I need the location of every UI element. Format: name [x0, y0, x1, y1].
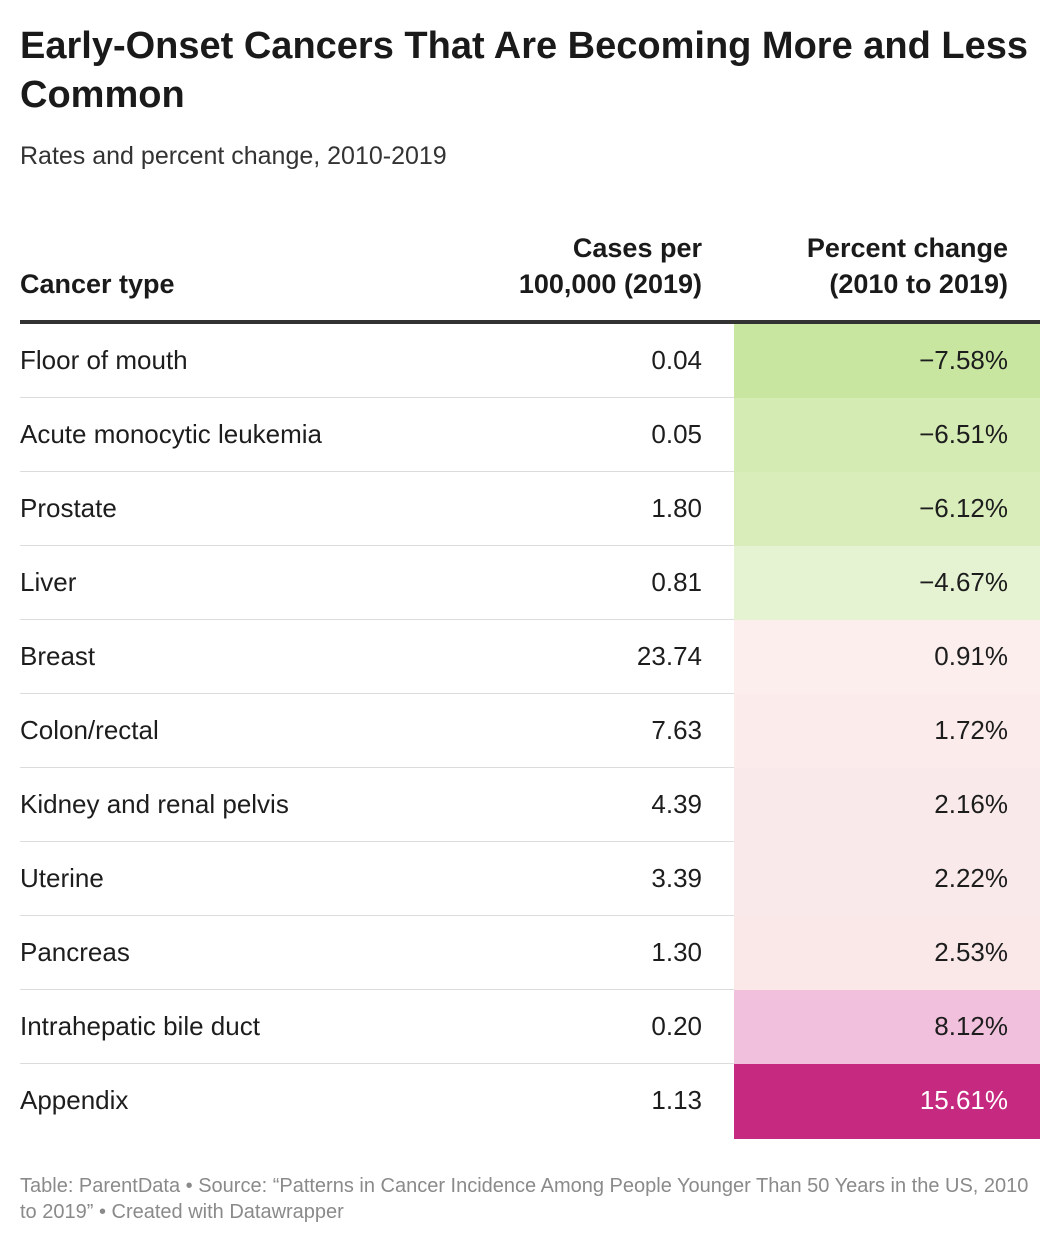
footer-credits: Table: ParentData • Source: “Patterns in…	[20, 1175, 1029, 1223]
cell-percent-change: 2.53%	[734, 916, 1040, 990]
cell-cases: 23.74	[636, 641, 702, 671]
cell-cancer-type: Colon/rectal	[20, 715, 159, 745]
cell-cases: 1.13	[651, 1085, 702, 1115]
table-row: Breast 23.74 0.91%	[20, 620, 1040, 694]
cell-cases: 4.39	[651, 789, 702, 819]
table-body: Floor of mouth 0.04 −7.58% Acute monocytic …	[20, 324, 1040, 1139]
table-row: Intrahepatic bile duct 0.20 8.12%	[20, 990, 1040, 1064]
chart-subtitle: Rates and percent change, 2010-2019	[20, 142, 447, 170]
cell-cancer-type: Breast	[20, 641, 96, 671]
cell-cancer-type: Uterine	[20, 863, 104, 893]
cell-percent-change: −4.67%	[734, 546, 1040, 620]
cell-percent-change: 0.91%	[734, 620, 1040, 694]
data-table: Cancer type Cases per 100,000 (2019) Per…	[20, 225, 1040, 1139]
cell-cancer-type: Prostate	[20, 493, 117, 523]
column-header-cases-line1: Cases per	[572, 233, 702, 263]
column-header-pct-line1: Percent change	[806, 233, 1008, 263]
cell-cancer-type: Pancreas	[20, 937, 130, 967]
table-row: Colon/rectal 7.63 1.72%	[20, 694, 1040, 768]
table-row: Uterine 3.39 2.22%	[20, 842, 1040, 916]
column-header-cases[interactable]: Cases per 100,000 (2019)	[402, 230, 702, 302]
table-row: Appendix 1.13 15.61%	[20, 1064, 1040, 1139]
table-header: Cancer type Cases per 100,000 (2019) Per…	[20, 225, 1040, 324]
table-row: Acute monocytic leukemia 0.05 −6.51%	[20, 398, 1040, 472]
cell-cases: 0.04	[651, 345, 702, 375]
column-header-percent-change[interactable]: Percent change (2010 to 2019)	[708, 230, 1008, 302]
column-header-cancer-type[interactable]: Cancer type	[20, 269, 175, 299]
cell-cases: 7.63	[651, 715, 702, 745]
cell-cancer-type: Acute monocytic leukemia	[20, 419, 323, 449]
cell-cancer-type: Liver	[20, 567, 77, 597]
cell-percent-change: 8.12%	[734, 990, 1040, 1064]
cell-percent-change: 15.61%	[734, 1064, 1040, 1139]
cell-cancer-type: Intrahepatic bile duct	[20, 1011, 260, 1041]
table-row: Kidney and renal pelvis 4.39 2.16%	[20, 768, 1040, 842]
cell-percent-change: −6.12%	[734, 472, 1040, 546]
cell-percent-change: 1.72%	[734, 694, 1040, 768]
cell-cases: 0.05	[651, 419, 702, 449]
cell-cancer-type: Floor of mouth	[20, 345, 188, 375]
table-row: Prostate 1.80 −6.12%	[20, 472, 1040, 546]
cell-cancer-type: Kidney and renal pelvis	[20, 789, 289, 819]
cell-cancer-type: Appendix	[20, 1085, 129, 1115]
column-header-pct-line2: (2010 to 2019)	[829, 269, 1008, 299]
cell-cases: 0.20	[651, 1011, 702, 1041]
cell-percent-change: −7.58%	[734, 324, 1040, 398]
cell-percent-change: 2.16%	[734, 768, 1040, 842]
column-header-cases-line2: 100,000 (2019)	[518, 269, 702, 299]
table-row: Pancreas 1.30 2.53%	[20, 916, 1040, 990]
cell-cases: 3.39	[651, 863, 702, 893]
chart-title: Early-Onset Cancers That Are Becoming Mo…	[20, 25, 1029, 116]
cell-cases: 0.81	[651, 567, 702, 597]
cell-cases: 1.30	[651, 937, 702, 967]
cell-percent-change: 2.22%	[734, 842, 1040, 916]
table-row: Liver 0.81 −4.67%	[20, 546, 1040, 620]
cell-cases: 1.80	[651, 493, 702, 523]
cell-percent-change: −6.51%	[734, 398, 1040, 472]
table-row: Floor of mouth 0.04 −7.58%	[20, 324, 1040, 398]
